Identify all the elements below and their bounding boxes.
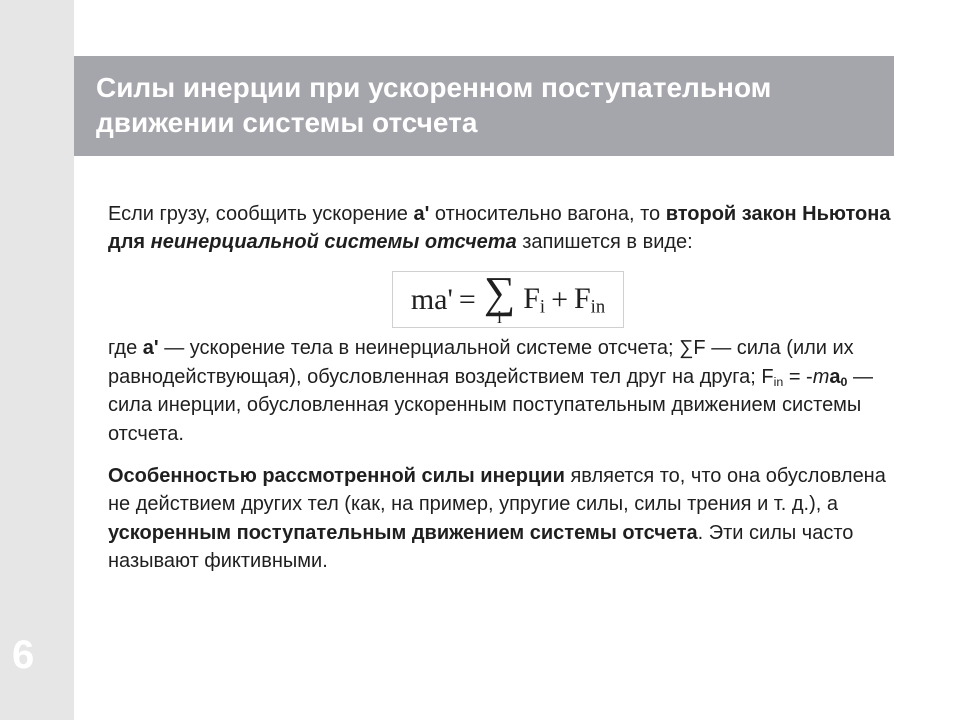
text: запишется в виде: bbox=[517, 231, 693, 253]
text: — ускорение тела в неинерциальной систем… bbox=[108, 337, 854, 387]
formula-lhs: ma' bbox=[411, 285, 453, 315]
page-number: 6 bbox=[12, 633, 34, 678]
sum-index: i bbox=[497, 311, 502, 324]
text: где bbox=[108, 337, 143, 359]
term-fi: Fi bbox=[523, 284, 545, 317]
paragraph-1: Если грузу, сообщить ускорение а' относи… bbox=[108, 200, 908, 257]
formula-box: ma' = ∑ i Fi + Fin bbox=[392, 271, 624, 328]
a-prime: а' bbox=[413, 203, 429, 225]
slide-body: Если грузу, сообщить ускорение а' относи… bbox=[108, 200, 908, 590]
sigma: ∑ bbox=[484, 278, 515, 309]
plus: + bbox=[551, 285, 568, 315]
slide-title: Силы инерции при ускоренном поступательн… bbox=[96, 70, 872, 140]
text: Если грузу, сообщить ускорение bbox=[108, 203, 413, 225]
formula-container: ma' = ∑ i Fi + Fin bbox=[108, 271, 908, 328]
title-bar: Силы инерции при ускоренном поступательн… bbox=[74, 56, 894, 156]
sum-symbol: ∑ i bbox=[484, 278, 515, 323]
text: = - bbox=[783, 366, 812, 388]
equals: = bbox=[459, 285, 476, 315]
f-in: Fin bbox=[761, 366, 783, 388]
bold-text: Особенностью рассмотренной силы инерции bbox=[108, 465, 565, 487]
paragraph-2: где а' — ускорение тела в неинерциальной… bbox=[108, 334, 908, 448]
m-italic: m bbox=[813, 366, 830, 388]
italic-text: неинерциальной системы отсчета bbox=[151, 231, 517, 253]
a-prime: а' bbox=[143, 337, 159, 359]
left-stripe bbox=[0, 0, 74, 720]
term-fin: Fin bbox=[574, 284, 605, 317]
paragraph-3: Особенностью рассмотренной силы инерции … bbox=[108, 462, 908, 576]
bold-text: ускоренным поступательным движением сист… bbox=[108, 522, 698, 544]
text: относительно вагона, то bbox=[429, 203, 665, 225]
a0: a0 bbox=[829, 366, 847, 388]
